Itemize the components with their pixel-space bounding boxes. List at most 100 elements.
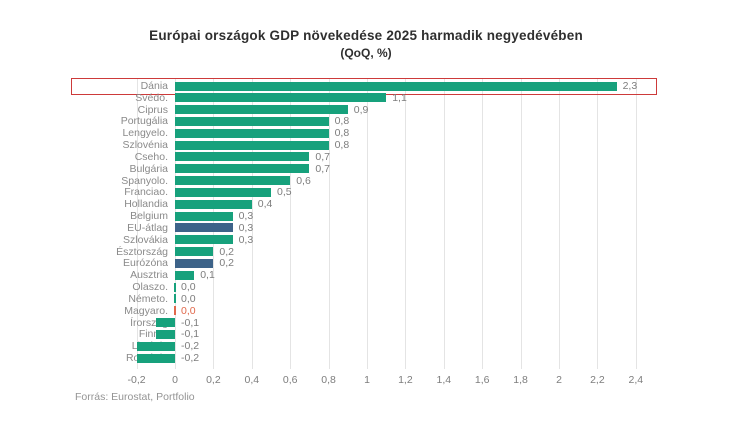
gridline	[482, 78, 484, 369]
zero-tick-mark	[174, 306, 176, 316]
value-label: 0,9	[353, 103, 369, 116]
value-label: 0,8	[334, 127, 350, 140]
gridline	[597, 78, 599, 369]
value-label: -0,1	[181, 328, 200, 341]
chart-subtitle: (QoQ, %)	[340, 46, 392, 60]
bar	[175, 105, 348, 115]
category-label: Dánia	[140, 80, 168, 92]
value-label: -0,2	[181, 352, 200, 365]
category-label: Szlovákia	[123, 233, 168, 246]
category-label: Írország	[130, 316, 168, 329]
gridline	[443, 78, 445, 369]
chart-title: Európai országok GDP növekedése 2025 har…	[149, 28, 583, 43]
gridline	[405, 78, 407, 369]
value-label: -0,1	[181, 316, 200, 329]
bar	[175, 81, 617, 91]
value-label: 0,0	[181, 281, 196, 294]
value-label: 0,2	[219, 245, 234, 258]
value-label: 0,2	[219, 257, 234, 270]
bar	[175, 128, 329, 138]
bar	[175, 140, 329, 150]
value-label: 0,4	[257, 198, 273, 211]
gridline	[251, 78, 253, 369]
x-axis-tick-label: 1,8	[513, 374, 528, 386]
value-label: 0,5	[277, 186, 292, 199]
x-axis-tick-label: 2,2	[590, 374, 605, 386]
bar	[175, 223, 233, 233]
x-axis-tick-label: 0,8	[321, 374, 336, 386]
category-label: Észtország	[116, 245, 168, 258]
x-axis-tick-label: 1,6	[474, 374, 490, 386]
category-label: Magyaro.	[124, 304, 168, 317]
value-label: 0,7	[315, 162, 330, 175]
value-label: 0,7	[315, 150, 330, 163]
bar	[175, 93, 387, 103]
value-label: 1,1	[392, 91, 407, 104]
value-label: 0,0	[181, 292, 196, 305]
category-label: Belgium	[130, 210, 168, 223]
x-axis-tick-label: 0,2	[206, 374, 221, 386]
value-label: 0,1	[200, 269, 215, 282]
bar	[155, 329, 175, 339]
gridline	[635, 78, 637, 369]
bar	[136, 353, 175, 363]
value-label: 0,6	[296, 174, 311, 187]
category-label: Németo.	[128, 292, 168, 305]
zero-tick-mark	[174, 282, 176, 292]
bar	[175, 199, 252, 209]
category-label: Eurózóna	[123, 257, 168, 270]
gridline	[290, 78, 292, 369]
value-label: 0,8	[334, 139, 350, 152]
bar	[175, 258, 214, 268]
bar	[175, 152, 310, 162]
bar	[136, 341, 175, 351]
bar	[175, 235, 233, 245]
category-label: Lengyelo.	[122, 127, 168, 140]
x-axis-tick-label: 0,6	[282, 374, 298, 386]
x-axis-tick-label: 2	[556, 374, 562, 386]
value-label: 0,0	[181, 304, 196, 317]
category-label: Ausztria	[130, 269, 168, 282]
gridline	[520, 78, 522, 369]
category-label: Franciao.	[124, 186, 168, 199]
x-axis-tick-label: 0,4	[244, 374, 260, 386]
x-axis-tick-label: 1	[364, 374, 370, 386]
value-label: -0,2	[181, 340, 200, 353]
x-axis-tick-label: 2,4	[628, 374, 644, 386]
gridline	[328, 78, 330, 369]
category-label: Olaszo.	[132, 281, 168, 294]
category-label: EU-átlag	[127, 221, 168, 234]
bar	[175, 211, 233, 221]
category-label: Cseho.	[134, 150, 168, 163]
bar	[175, 176, 291, 186]
bar	[175, 187, 271, 197]
category-label: Svédo.	[135, 91, 168, 104]
bar	[175, 164, 310, 174]
bar	[175, 116, 329, 126]
source-note: Forrás: Eurostat, Portfolio	[75, 391, 195, 403]
category-label: Spanyolo.	[121, 174, 168, 187]
value-label: 2,3	[622, 80, 638, 92]
value-label: 0,8	[334, 115, 350, 128]
category-label: Bulgária	[129, 162, 168, 175]
value-label: 0,3	[238, 221, 254, 234]
value-label: 0,3	[238, 233, 254, 246]
gridline	[559, 78, 560, 369]
bar	[175, 270, 195, 280]
bar	[175, 247, 214, 257]
category-label: Szlovénia	[122, 139, 168, 152]
x-axis-tick-label: 1,2	[398, 374, 413, 386]
x-axis-tick-label: 0	[172, 374, 178, 386]
bar	[155, 318, 175, 328]
gridline	[367, 78, 368, 369]
zero-tick-mark	[174, 294, 176, 304]
x-axis-tick-label: -0,2	[127, 374, 146, 386]
category-label: Finno.	[138, 328, 168, 341]
category-label: Hollandia	[124, 198, 168, 211]
gridline	[136, 78, 138, 369]
value-label: 0,3	[238, 210, 254, 223]
x-axis-tick-label: 1,4	[436, 374, 452, 386]
category-label: Portugália	[120, 115, 168, 128]
category-label: Ciprus	[137, 103, 168, 116]
